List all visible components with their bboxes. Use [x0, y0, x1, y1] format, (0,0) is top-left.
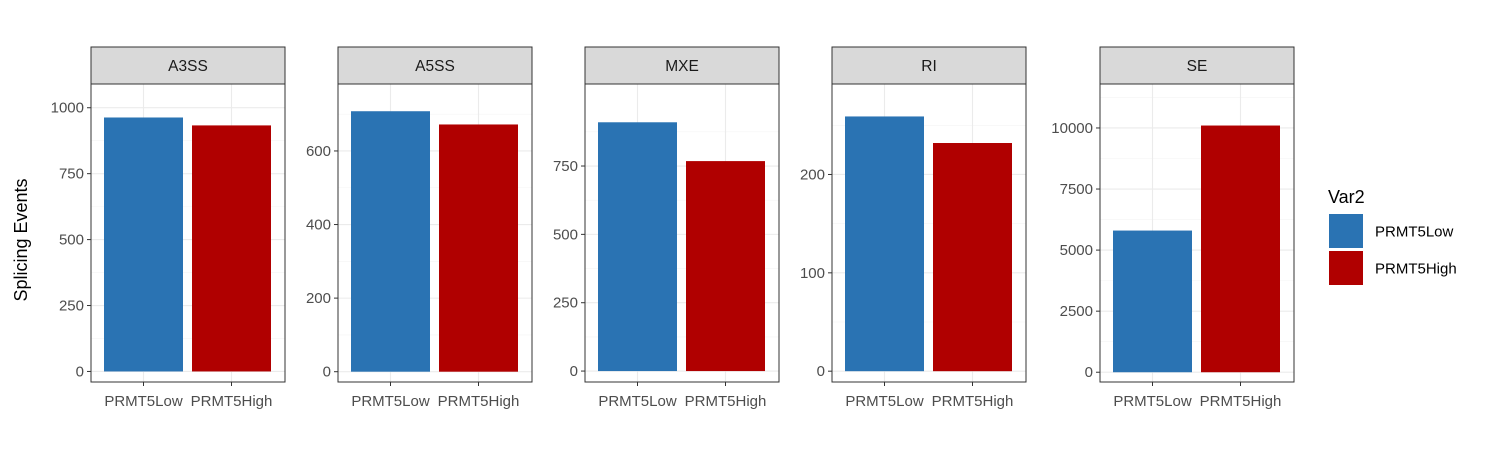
- strip-label-a3ss: A3SS: [168, 58, 208, 75]
- y-tick-label: 250: [553, 295, 578, 312]
- strip-label-a5ss: A5SS: [415, 58, 455, 75]
- y-tick-label: 7500: [1060, 181, 1093, 198]
- strip-a5ss: [337, 46, 533, 85]
- y-tick-label: 1000: [51, 100, 84, 117]
- facet-a5ss: A5SS 0 200 400 600 PRMT5Low PRMT5High: [306, 46, 533, 410]
- bar-a3ss-prmt5high: [192, 125, 271, 372]
- facet-ri: RI 0 100 200 PRMT5Low PRMT5High: [800, 46, 1027, 410]
- y-tick-label: 0: [817, 363, 825, 380]
- y-tick-label: 600: [306, 143, 331, 160]
- bar-mxe-prmt5high: [686, 161, 765, 372]
- bar-ri-prmt5high: [933, 143, 1012, 372]
- y-tick-label: 750: [553, 158, 578, 175]
- x-tick-label-prmt5high: PRMT5High: [1200, 393, 1282, 410]
- strip-label-ri: RI: [921, 58, 937, 75]
- y-tick-label: 750: [59, 166, 84, 183]
- x-tick-label-prmt5high: PRMT5High: [438, 393, 520, 410]
- x-tick-label-prmt5low: PRMT5Low: [845, 393, 924, 410]
- bar-ri-prmt5low: [845, 116, 924, 372]
- legend-key-prmt5high: [1329, 251, 1363, 285]
- legend: Var2 PRMT5Low PRMT5High: [1328, 187, 1457, 285]
- y-tick-label: 2500: [1060, 303, 1093, 320]
- y-tick-label: 0: [323, 364, 331, 381]
- strip-label-se: SE: [1187, 58, 1208, 75]
- y-tick-label: 0: [76, 363, 84, 380]
- bar-mxe-prmt5low: [598, 122, 677, 372]
- y-tick-label: 500: [553, 226, 578, 243]
- x-tick-label-prmt5low: PRMT5Low: [1113, 393, 1192, 410]
- legend-key-prmt5low: [1329, 214, 1363, 248]
- bar-a3ss-prmt5low: [104, 117, 183, 372]
- strip-label-mxe: MXE: [665, 58, 699, 75]
- bar-se-prmt5low: [1113, 230, 1192, 373]
- y-tick-label: 0: [570, 363, 578, 380]
- facet-mxe: MXE 0 250 500 750 PRMT5Low PRMT5High: [553, 46, 780, 410]
- legend-label-prmt5high: PRMT5High: [1375, 261, 1457, 278]
- y-tick-label: 400: [306, 217, 331, 234]
- x-tick-label-prmt5high: PRMT5High: [932, 393, 1014, 410]
- facet-a3ss: A3SS 0 250 500 750 1000 PRMT5Low PRMT5High: [51, 46, 286, 410]
- legend-title: Var2: [1328, 187, 1365, 207]
- y-tick-label: 200: [800, 166, 825, 183]
- x-tick-label-prmt5high: PRMT5High: [685, 393, 767, 410]
- y-axis-title: Splicing Events: [11, 178, 31, 301]
- y-tick-label: 250: [59, 298, 84, 315]
- x-tick-label-prmt5low: PRMT5Low: [351, 393, 430, 410]
- y-tick-label: 10000: [1051, 120, 1093, 137]
- facet-se: SE 0 2500 5000 7500 10000 PRMT5Low PRMT5High: [1051, 46, 1295, 410]
- strip-a3ss: [90, 46, 286, 85]
- x-tick-label-prmt5low: PRMT5Low: [104, 393, 183, 410]
- y-tick-label: 500: [59, 232, 84, 249]
- y-tick-label: 200: [306, 290, 331, 307]
- bar-se-prmt5high: [1201, 125, 1280, 373]
- strip-mxe: [584, 46, 780, 85]
- y-tick-label: 0: [1085, 364, 1093, 381]
- y-tick-label: 5000: [1060, 242, 1093, 259]
- strip-ri: [831, 46, 1027, 85]
- bar-a5ss-prmt5low: [351, 111, 430, 372]
- bar-a5ss-prmt5high: [439, 124, 518, 372]
- strip-se: [1099, 46, 1295, 85]
- legend-label-prmt5low: PRMT5Low: [1375, 224, 1454, 241]
- x-tick-label-prmt5low: PRMT5Low: [598, 393, 677, 410]
- y-tick-label: 100: [800, 265, 825, 282]
- x-tick-label-prmt5high: PRMT5High: [191, 393, 273, 410]
